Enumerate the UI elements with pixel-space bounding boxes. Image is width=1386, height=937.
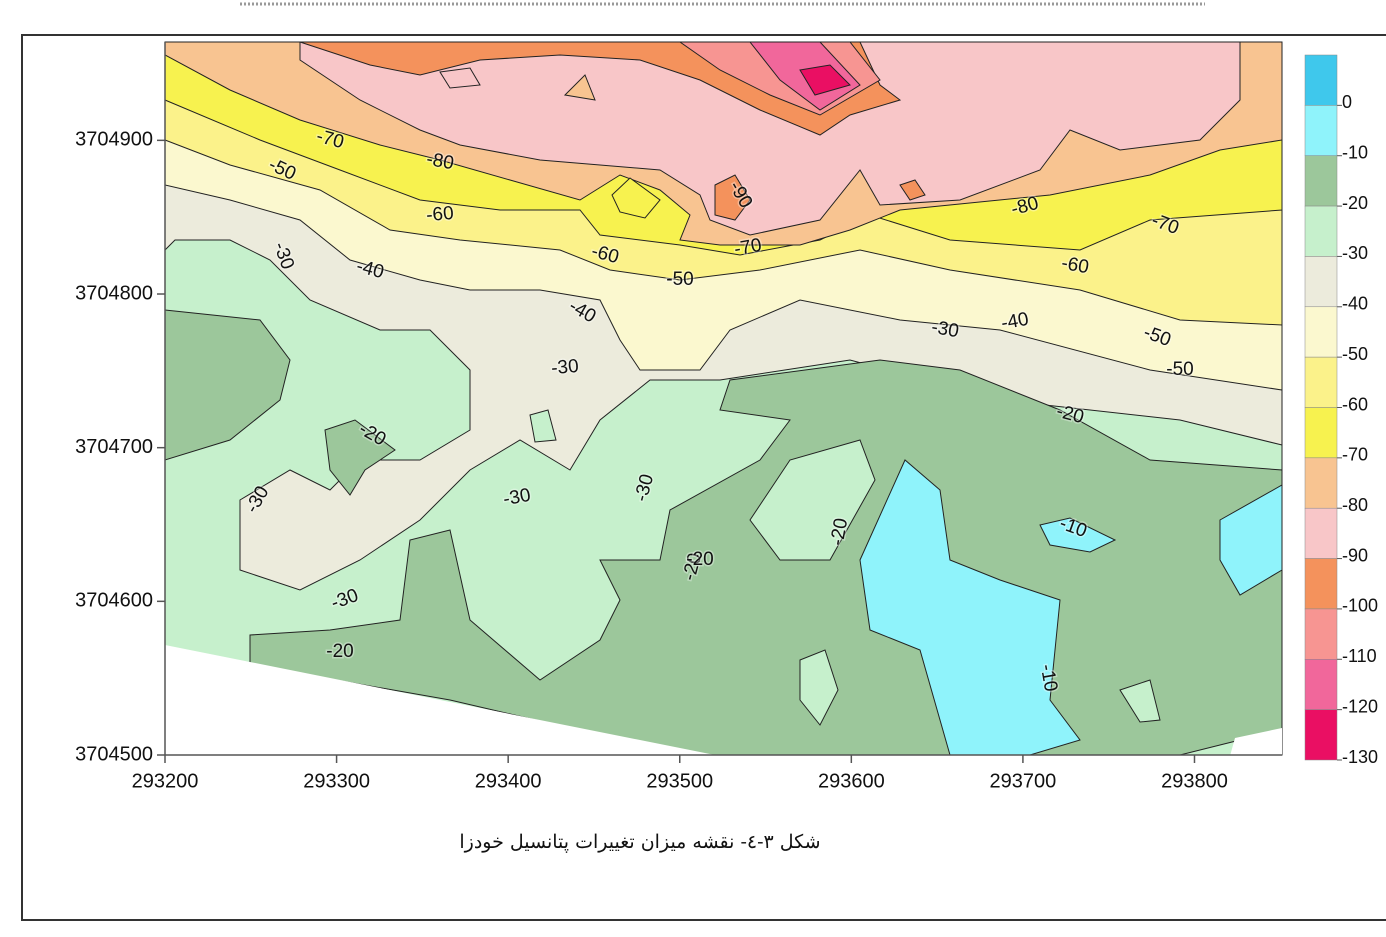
- colorbar-band: [1304, 507, 1338, 559]
- colorbar-label: 0: [1342, 92, 1352, 112]
- colorbar-label: -130: [1342, 747, 1378, 767]
- contour-region: [859, 459, 1081, 756]
- colorbar-band: [1304, 659, 1338, 710]
- contour-label: -20: [686, 549, 713, 570]
- contour-label: -50: [1166, 359, 1193, 380]
- y-tick-label: 3704500: [75, 743, 153, 765]
- contour-label: -70: [733, 235, 764, 260]
- contour-region: [439, 67, 481, 89]
- colorbar-label: -50: [1342, 344, 1368, 364]
- colorbar-band: [1304, 608, 1338, 660]
- contour-label: -20: [827, 517, 852, 548]
- contour-region: [714, 174, 751, 221]
- x-tick-label: 293200: [132, 770, 199, 792]
- contour-region: [1219, 484, 1283, 596]
- colorbar-label: -90: [1342, 545, 1368, 565]
- colorbar-band: [1304, 709, 1338, 761]
- colorbar-label: -40: [1342, 294, 1368, 314]
- contour-label: -30: [550, 356, 579, 379]
- contour-region: [799, 64, 851, 96]
- y-tick-label: 3704700: [75, 436, 153, 458]
- colorbar-band: [1304, 407, 1338, 459]
- colorbar-label: -100: [1342, 596, 1378, 616]
- contour-label: -20: [326, 641, 353, 662]
- contour-region: [749, 439, 876, 561]
- contour-label: -50: [666, 269, 693, 290]
- x-tick-label: 293500: [646, 770, 713, 792]
- contour-region: [1119, 679, 1161, 723]
- colorbar-band: [1304, 306, 1338, 358]
- contour-region: [299, 41, 1241, 236]
- contour-label: -60: [425, 203, 454, 226]
- colorbar-label: -10: [1342, 142, 1368, 162]
- colorbar-label: -80: [1342, 495, 1368, 515]
- contour-region: [899, 179, 926, 201]
- contour-label: -10: [1036, 663, 1061, 694]
- colorbar-band: [1304, 155, 1338, 207]
- y-tick-label: 3704800: [75, 282, 153, 304]
- colorbar-band: [1304, 356, 1338, 408]
- colorbar-label: -60: [1342, 394, 1368, 414]
- colorbar-band: [1304, 457, 1338, 509]
- x-tick-label: 293800: [1161, 770, 1228, 792]
- x-tick-label: 293600: [818, 770, 885, 792]
- figure-caption: شکل ۳-٤- نقشه میزان تغییرات پتانسیل خودز…: [459, 831, 820, 853]
- contour-region: [1039, 517, 1117, 553]
- y-tick-label: 3704900: [75, 129, 153, 151]
- colorbar-band: [1304, 256, 1338, 308]
- contour-region: [563, 74, 596, 101]
- no-data-area: [165, 645, 720, 756]
- x-tick-label: 293400: [475, 770, 542, 792]
- colorbar-band: [1304, 205, 1338, 257]
- contour-region: [611, 177, 661, 219]
- colorbar-band: [1304, 558, 1338, 610]
- contour-region: [324, 419, 396, 496]
- contour-label: -80: [425, 149, 456, 174]
- page-frame: [21, 34, 1386, 921]
- no-data-area: [1230, 728, 1282, 756]
- y-tick-label: 3704600: [75, 590, 153, 612]
- colorbar-label: -70: [1342, 445, 1368, 465]
- colorbar-label: -30: [1342, 243, 1368, 263]
- contour-label: -40: [1000, 309, 1031, 334]
- contour-region: [529, 409, 557, 443]
- colorbar-band: [1304, 105, 1338, 156]
- contour-region: [799, 649, 839, 726]
- x-tick-label: 293300: [303, 770, 370, 792]
- contour-map: -70-80-50-60-90 -80-70-60-50-40-30-40-60-…: [75, 41, 1283, 792]
- colorbar-label: -110: [1342, 646, 1377, 666]
- x-tick-label: 293700: [990, 770, 1057, 792]
- colorbar-label: -20: [1342, 193, 1368, 213]
- colorbar-band: [1304, 54, 1338, 106]
- colorbar-label: -120: [1342, 696, 1378, 716]
